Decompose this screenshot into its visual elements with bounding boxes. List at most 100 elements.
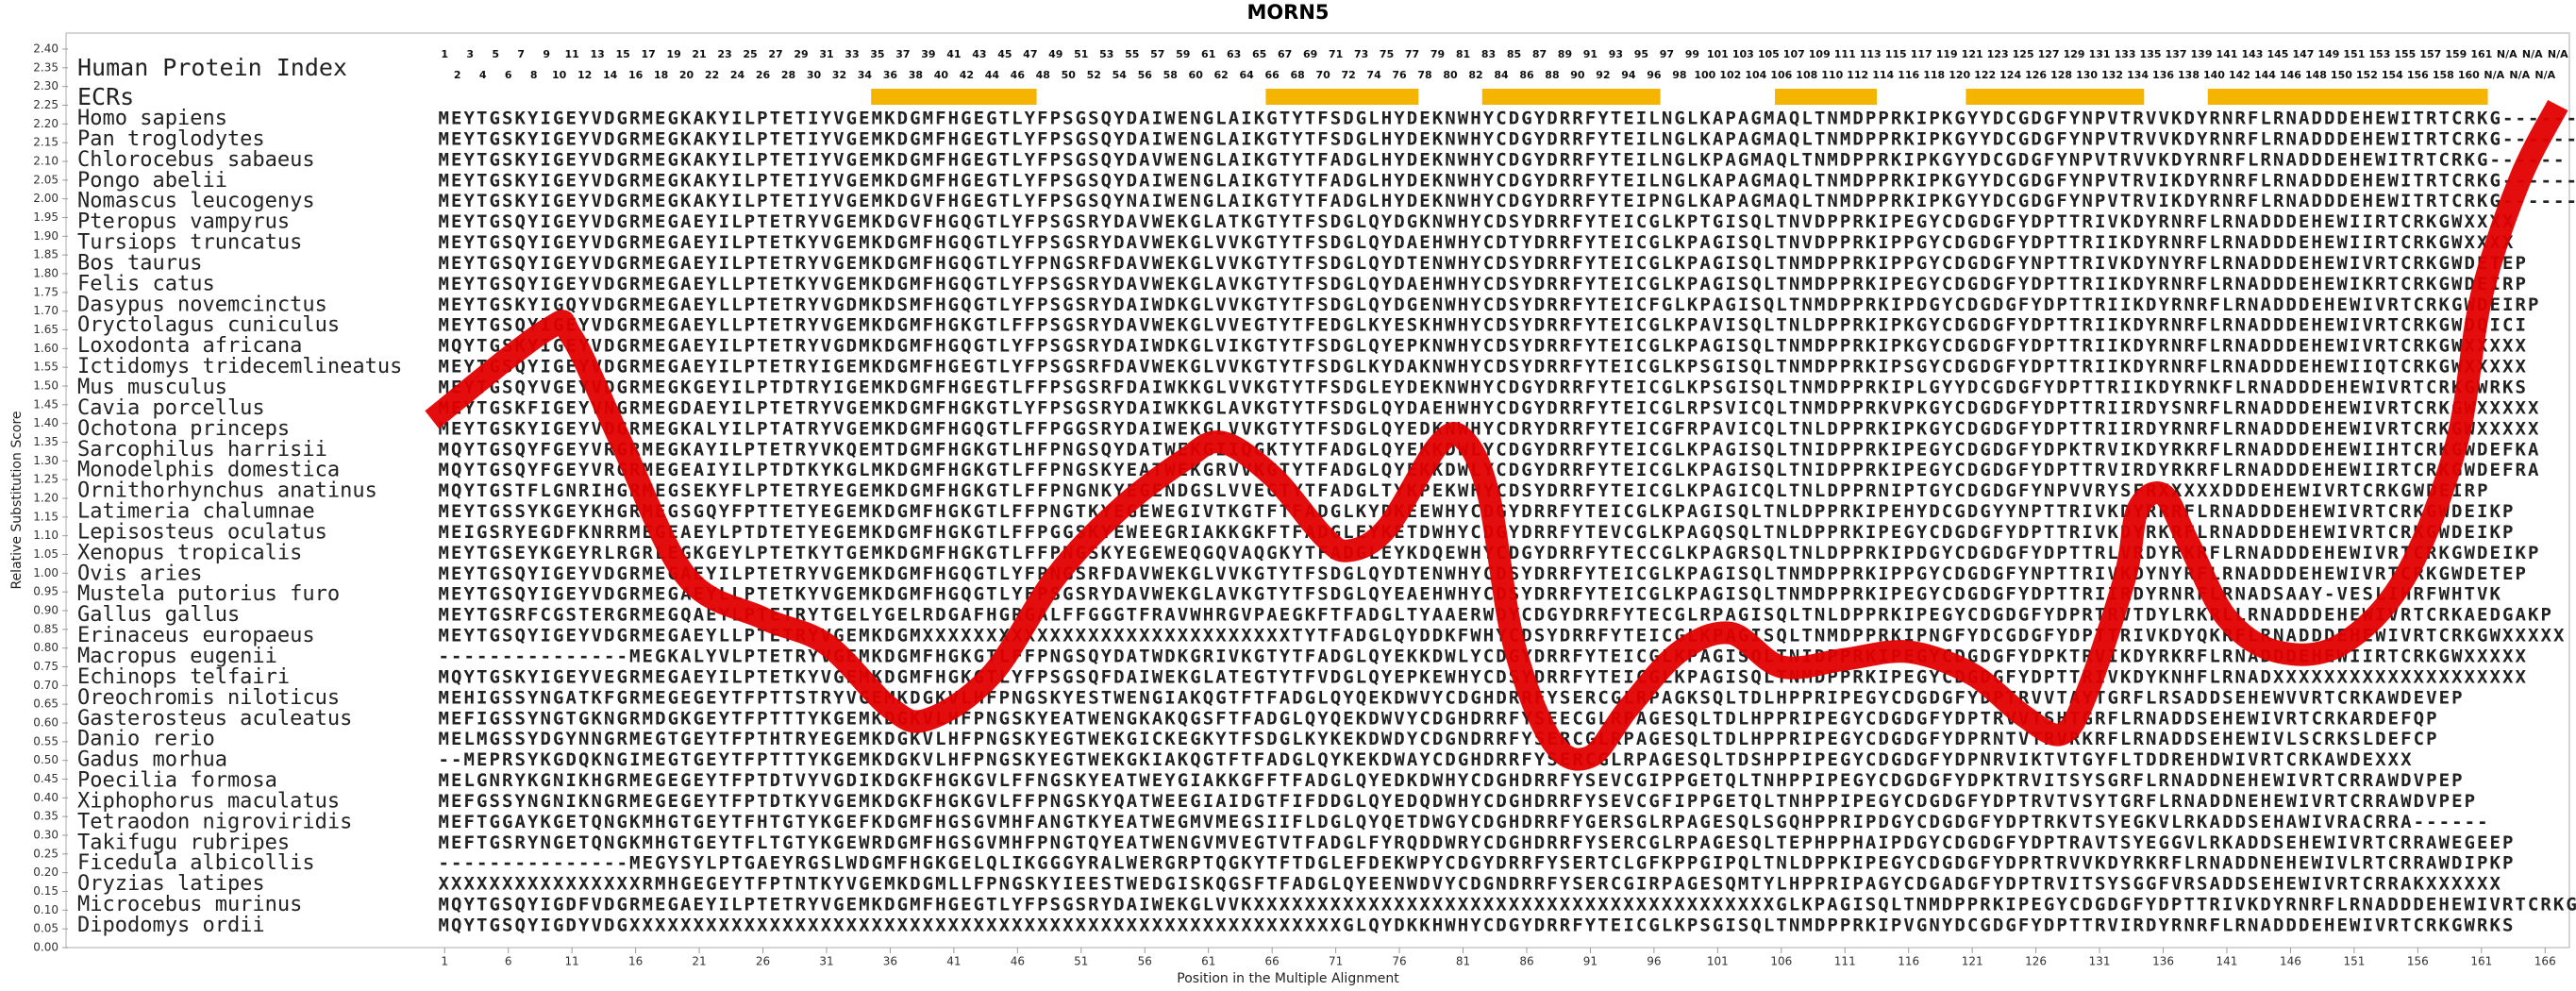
human-index-label: 54 (1112, 69, 1128, 81)
human-index-label: 76 (1392, 69, 1407, 81)
human-index-label: 65 (1252, 48, 1266, 60)
species-name: Macropus eugenii (77, 645, 277, 668)
species-name: Microcebus murinus (77, 893, 302, 916)
y-tick-label: 2.10 (33, 155, 59, 168)
human-index-label: 153 (2368, 48, 2390, 60)
human-index-label: 43 (972, 48, 986, 60)
y-tick-label: 0.10 (33, 903, 59, 916)
human-index-label: 13 (590, 48, 604, 60)
human-index-label: 88 (1545, 69, 1559, 81)
sequence: MEYTGSKYIGEYVDGRMEGKAKYILPTETIYVGEMKDGMF… (439, 149, 2565, 170)
sequence: MELMGSSYDGYNNGRMEGTGEYTFPTHTRYEGEMKDGKVL… (439, 729, 2437, 749)
x-tick-label: 31 (819, 955, 833, 968)
human-index-label: N/A (2548, 48, 2568, 60)
ecr-bar (1965, 89, 2145, 105)
species-name: Ornithorhynchus anatinus (77, 479, 377, 503)
x-tick-label: 11 (565, 955, 579, 968)
human-index-label: 9 (543, 48, 550, 60)
x-tick-label: 6 (505, 955, 512, 968)
y-tick-label: 1.10 (33, 529, 59, 542)
human-index-label: 115 (1885, 48, 1907, 60)
human-index-label: 72 (1341, 69, 1355, 81)
human-index-label: 120 (1949, 69, 1970, 81)
human-index-label: 28 (781, 69, 795, 81)
species-name: Oryzias latipes (77, 872, 265, 896)
human-index-label: 157 (2419, 48, 2441, 60)
human-index-label: 3 (466, 48, 474, 60)
x-tick-label: 156 (2407, 955, 2429, 968)
y-tick-label: 2.05 (33, 173, 59, 186)
sequence: MEFIGSSYNGTGKNGRMDGKGEYTFPTTTYKGEMKDGKVL… (439, 708, 2437, 729)
x-tick-label: 151 (2343, 955, 2365, 968)
x-tick-label: 61 (1201, 955, 1215, 968)
human-index-label: 132 (2101, 69, 2123, 81)
human-index-label: 131 (2089, 48, 2111, 60)
human-index-label: 73 (1354, 48, 1368, 60)
x-tick-label: 146 (2280, 955, 2301, 968)
human-index-label: 51 (1074, 48, 1088, 60)
sequence: --MEPRSYKGDQKNGIMEGTGEYTFPTTTYKGEMKDGKVL… (439, 749, 2413, 770)
human-index-label: 87 (1532, 48, 1547, 60)
y-tick-label: 1.60 (33, 342, 59, 355)
human-index-label: 141 (2216, 48, 2238, 60)
human-index-label: 86 (1519, 69, 1534, 81)
species-name: Danio rerio (77, 728, 215, 751)
species-name: Monodelphis domestica (77, 459, 340, 482)
human-index-label: 160 (2458, 69, 2480, 81)
human-index-label: 70 (1315, 69, 1330, 81)
human-index-label: 92 (1596, 69, 1610, 81)
human-index-label: 32 (832, 69, 846, 81)
species-name: Oryctolagus cuniculus (77, 313, 340, 337)
human-index-label: 145 (2267, 48, 2288, 60)
human-index-label: 4 (479, 69, 487, 81)
y-tick-label: 0.05 (33, 922, 59, 935)
y-tick-label: 0.60 (33, 716, 59, 730)
y-tick-label: 1.15 (33, 510, 59, 523)
sequence: MELGNRYKGNIKHGRMEGEGEYTFPTDTVYVGDIKDGKFH… (439, 770, 2463, 791)
sequence: MEYTGSQYIGEYVDGRMEGAEYILPTETKYVGEMKDGMFH… (439, 232, 2515, 253)
score-line (425, 99, 2568, 771)
y-tick-label: 2.30 (33, 79, 59, 92)
human-index-label: 108 (1796, 69, 1817, 81)
species-name: Erinaceus europaeus (77, 624, 315, 647)
human-index-label: 59 (1176, 48, 1190, 60)
species-name: Latimeria chalumnae (77, 500, 315, 524)
human-index-label: 121 (1962, 48, 1983, 60)
species-name: Xiphophorus maculatus (77, 789, 340, 813)
index-label: Human Protein Index (77, 54, 347, 81)
x-tick-label: 116 (1898, 955, 1919, 968)
human-index-label: 148 (2305, 69, 2327, 81)
x-tick-label: 121 (1962, 955, 1983, 968)
species-name: Lepisosteus oculatus (77, 520, 327, 544)
human-index-label: 81 (1456, 48, 1470, 60)
human-index-label: 67 (1278, 48, 1292, 60)
ecr-bar (1481, 89, 1661, 105)
human-index-label: 118 (1923, 69, 1945, 81)
y-tick-label: 0.00 (33, 941, 59, 954)
x-tick-label: 21 (692, 955, 706, 968)
human-index-label: 56 (1138, 69, 1153, 81)
sequence: MEYTGSKFIGEYVNGRMEGDAEYILPTETRYVGEMKDGMF… (439, 397, 2540, 418)
human-index-label: 58 (1163, 69, 1178, 81)
human-index-label: 127 (2038, 48, 2060, 60)
human-index-label: 146 (2280, 69, 2301, 81)
human-index-label: 150 (2331, 69, 2352, 81)
species-name: Ficedula albicollis (77, 851, 315, 875)
sequence: MEYTGSKYIGQYVDGRMEGAEYLLPTETRYVGDMKDSMFH… (439, 294, 2539, 315)
y-tick-label: 1.00 (33, 566, 59, 579)
human-index-label: 152 (2356, 69, 2378, 81)
y-tick-label: 1.50 (33, 379, 59, 393)
human-index-label: 20 (679, 69, 694, 81)
human-index-label: 97 (1660, 48, 1674, 60)
species-name: Cavia porcellus (77, 396, 265, 420)
human-index-label: 126 (2025, 69, 2047, 81)
human-index-label: 7 (517, 48, 525, 60)
human-index-label: 63 (1227, 48, 1241, 60)
y-tick-label: 0.20 (33, 865, 59, 879)
sequence: MEFTGSRYNGETQNGKMHGTGEYTFLTGTYKGEWRDGMFH… (439, 832, 2514, 853)
y-tick-label: 1.75 (33, 285, 59, 298)
human-index-label: 24 (730, 69, 745, 81)
human-index-label: 96 (1647, 69, 1662, 81)
sequence: MEHIGSSYNGATKFGRMEGEGEYTFPTTSTRYVGEMKDGK… (439, 687, 2463, 708)
human-index-label: N/A (2522, 48, 2543, 60)
